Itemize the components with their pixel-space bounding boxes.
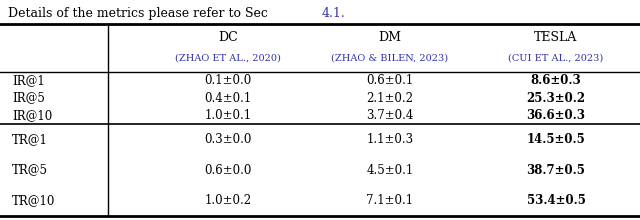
Text: 1.0±0.2: 1.0±0.2: [204, 194, 252, 207]
Text: (CUI ET AL., 2023): (CUI ET AL., 2023): [508, 53, 604, 62]
Text: 0.1±0.0: 0.1±0.0: [204, 74, 252, 87]
Text: TR@10: TR@10: [12, 194, 56, 207]
Text: 38.7±0.5: 38.7±0.5: [527, 163, 586, 176]
Text: IR@10: IR@10: [12, 109, 52, 122]
Text: 0.6±0.1: 0.6±0.1: [366, 74, 413, 87]
Text: Details of the metrics please refer to Sec: Details of the metrics please refer to S…: [8, 7, 272, 20]
Text: 25.3±0.2: 25.3±0.2: [527, 92, 586, 104]
Text: 14.5±0.5: 14.5±0.5: [527, 133, 586, 146]
Text: 0.3±0.0: 0.3±0.0: [204, 133, 252, 146]
Text: DC: DC: [218, 31, 238, 44]
Text: 2.1±0.2: 2.1±0.2: [367, 92, 413, 104]
Text: (ZHAO & BILEN, 2023): (ZHAO & BILEN, 2023): [332, 53, 449, 62]
Text: 36.6±0.3: 36.6±0.3: [527, 109, 586, 122]
Text: 0.6±0.0: 0.6±0.0: [204, 163, 252, 176]
Text: IR@1: IR@1: [12, 74, 45, 87]
Text: 1.0±0.1: 1.0±0.1: [204, 109, 252, 122]
Text: 4.1.: 4.1.: [322, 7, 346, 20]
Text: TESLA: TESLA: [534, 31, 578, 44]
Text: (ZHAO ET AL., 2020): (ZHAO ET AL., 2020): [175, 53, 281, 62]
Text: 1.1±0.3: 1.1±0.3: [367, 133, 413, 146]
Text: 53.4±0.5: 53.4±0.5: [527, 194, 586, 207]
Text: 3.7±0.4: 3.7±0.4: [366, 109, 413, 122]
Text: IR@5: IR@5: [12, 92, 45, 104]
Text: 8.6±0.3: 8.6±0.3: [531, 74, 581, 87]
Text: TR@1: TR@1: [12, 133, 48, 146]
Text: DM: DM: [378, 31, 401, 44]
Text: 7.1±0.1: 7.1±0.1: [367, 194, 413, 207]
Text: TR@5: TR@5: [12, 163, 48, 176]
Text: 4.5±0.1: 4.5±0.1: [366, 163, 413, 176]
Text: 0.4±0.1: 0.4±0.1: [204, 92, 252, 104]
